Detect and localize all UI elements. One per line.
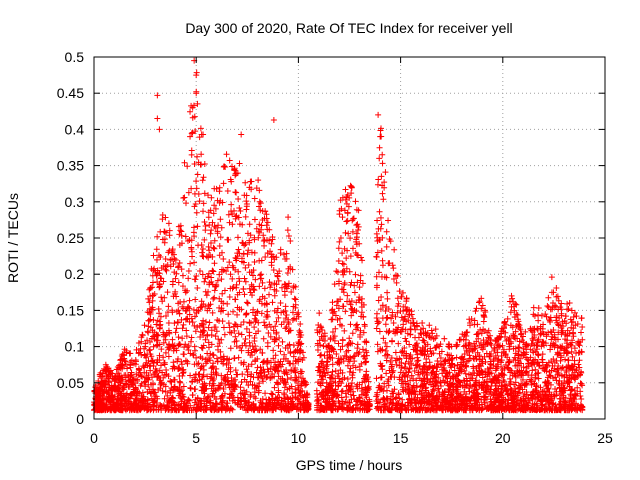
y-tick-label: 0.4 xyxy=(65,121,85,137)
x-tick-label: 25 xyxy=(597,430,613,446)
y-tick-label: 0.45 xyxy=(57,85,84,101)
x-tick-label: 10 xyxy=(291,430,307,446)
x-tick-label: 15 xyxy=(393,430,409,446)
y-tick-label: 0.35 xyxy=(57,158,84,174)
y-tick-label: 0.3 xyxy=(65,194,85,210)
y-tick-label: 0 xyxy=(76,411,84,427)
y-tick-label: 0.2 xyxy=(65,266,85,282)
grid-lines xyxy=(94,57,605,419)
x-axis-label: GPS time / hours xyxy=(296,457,403,473)
x-tick-label: 20 xyxy=(495,430,511,446)
y-tick-label: 0.25 xyxy=(57,230,84,246)
y-axis-label: ROTI / TECUs xyxy=(5,193,21,283)
x-tick-label: 5 xyxy=(192,430,200,446)
y-tick-label: 0.5 xyxy=(65,49,85,65)
chart-title: Day 300 of 2020, Rate Of TEC Index for r… xyxy=(185,20,512,36)
y-tick-label: 0.1 xyxy=(65,339,85,355)
x-tick-label: 0 xyxy=(90,430,98,446)
data-points xyxy=(91,57,586,414)
axis-ticks: 0 0.05 0.1 0.15 0.2 0.25 0.3 0.35 0.4 0.45 0.5 0 5 10… xyxy=(57,49,613,446)
y-tick-label: 0.15 xyxy=(57,302,84,318)
y-tick-label: 0.05 xyxy=(57,375,84,391)
scatter-series-roti xyxy=(91,57,586,414)
